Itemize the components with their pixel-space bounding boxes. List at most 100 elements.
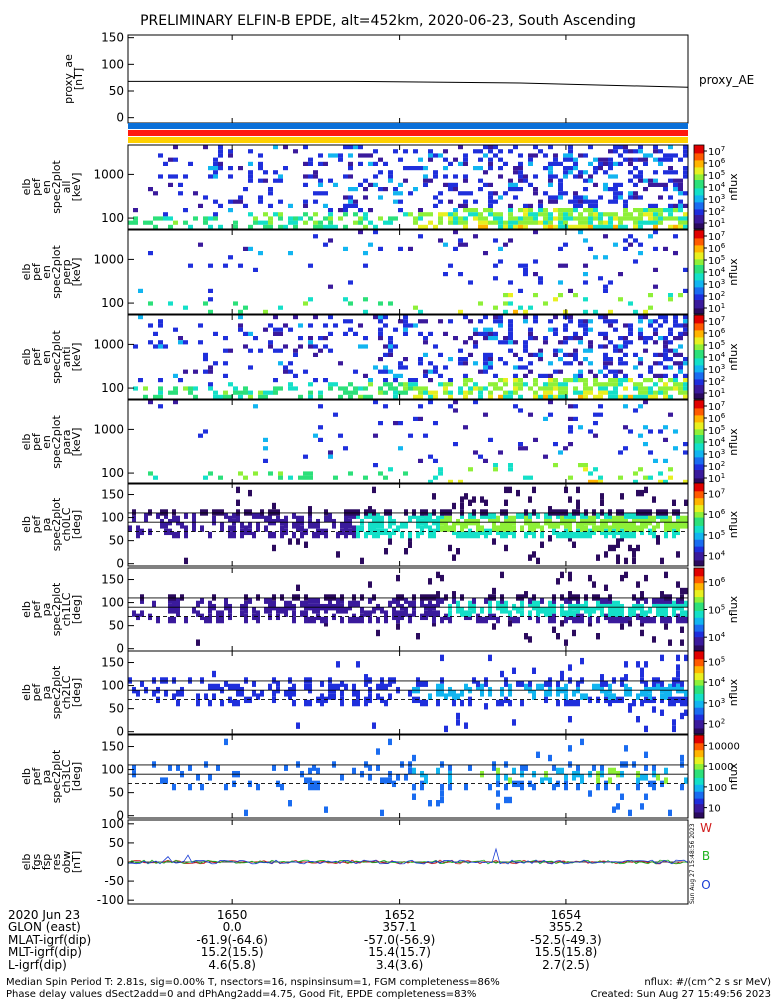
energy-panel-1-cell [388, 216, 393, 221]
pa-panel-2-cell [244, 616, 248, 624]
pa-panel-4-cell [568, 745, 572, 752]
energy-panel-3-cell [578, 369, 583, 374]
energy-panel-1-cell [213, 212, 218, 217]
energy-panel-2-cell [568, 288, 573, 293]
pa-panel-3-colorbar-band [694, 684, 704, 687]
energy-panel-4-cell [348, 471, 353, 476]
energy-panel-4-colorbar-band [694, 429, 704, 432]
energy-panel-3-cell [378, 369, 383, 374]
energy-panel-3-cell [618, 382, 623, 387]
pa-panel-1-cell [512, 515, 516, 523]
energy-panel-4-cell [618, 475, 623, 480]
energy-panel-4-cell [453, 400, 458, 405]
pa-panel-2-cell [360, 616, 364, 624]
proxy-ae-legend: proxy_AE [699, 73, 754, 87]
energy-panel-2-colorbar-band [694, 251, 704, 253]
energy-panel-3-cell [668, 348, 673, 353]
pa-panel-2-cell [328, 594, 332, 601]
energy-panel-1-cell [428, 212, 433, 217]
pa-panel-1-cell [256, 512, 260, 519]
energy-panel-3-cell [223, 348, 228, 353]
pa-panel-3-cell [684, 699, 688, 707]
pa-panel-4-colorbar-band [694, 791, 704, 794]
energy-panel-3-cell [498, 378, 503, 383]
energy-panel-1-cell [633, 224, 638, 229]
energy-panel-3-cell [668, 340, 673, 345]
energy-panel-4-colorbar-band [694, 460, 704, 463]
energy-panel-3-cell [403, 323, 408, 328]
energy-panel-3-cell [678, 390, 683, 395]
energy-panel-3-cell [618, 344, 623, 349]
pa-panel-2-cell [504, 607, 508, 614]
pa-panel-2-cell [480, 616, 484, 624]
energy-panel-3-cell [578, 323, 583, 328]
energy-panel-1-cell [658, 149, 663, 154]
pa-panel-2-colorbar-band [694, 635, 704, 638]
energy-panel-1-cell [588, 216, 593, 221]
energy-panel-2-cell [243, 246, 248, 251]
energy-panel-1-colorbar-ticklabel: 103 [708, 193, 725, 206]
energy-panel-3-cell [483, 352, 488, 357]
energy-panel-4-colorbar-band [694, 415, 704, 418]
energy-panel-1-cell [478, 224, 483, 229]
energy-panel-3-cell [658, 373, 663, 378]
energy-panel-1-cell [358, 161, 363, 166]
pa-panel-2-cell [620, 607, 624, 614]
energy-panel-1-cell [678, 224, 683, 229]
pa-panel-1-cell [508, 522, 512, 529]
energy-panel-4-cell [668, 412, 673, 417]
energy-panel-1-cell [493, 199, 498, 204]
energy-panel-3-cell [648, 394, 653, 399]
energy-panel-1-cell [213, 161, 218, 166]
energy-panel-1-cell [488, 145, 493, 150]
energy-panel-3-cell [583, 378, 588, 383]
pa-panel-1-cell [236, 509, 240, 516]
pa-panel-2-cell [684, 610, 688, 617]
pa-panel-2-cell [604, 600, 608, 608]
pa-panel-2-cell [568, 597, 572, 604]
energy-panel-4-cell [448, 404, 453, 409]
energy-panel-4-cell [433, 475, 438, 480]
pa-panel-2-cell [548, 610, 552, 617]
pa-panel-2-cell [456, 607, 460, 614]
energy-panel-1-cell [333, 224, 338, 229]
energy-panel-1-cell [643, 157, 648, 162]
energy-panel-1-cell [543, 220, 548, 225]
pa-panel-1-cell [620, 493, 624, 500]
energy-panel-3-cell [558, 394, 563, 399]
pa-panel-2-cell [276, 607, 280, 614]
energy-panel-1-cell [678, 187, 683, 192]
energy-panel-4-colorbar-band [694, 419, 704, 422]
pa-panel-3-cell [636, 716, 640, 723]
energy-panel-3-cell [658, 390, 663, 395]
energy-panel-3-cell [633, 386, 638, 391]
energy-panel-1-cell [613, 149, 618, 154]
pa-panel-1-cell [580, 512, 584, 519]
pa-panel-1-cell [412, 509, 416, 516]
energy-panel-3-cell [673, 386, 678, 391]
energy-panel-3-cell [418, 357, 423, 362]
pa-panel-3-cell [644, 725, 648, 733]
energy-panel-1-cell [333, 182, 338, 187]
pa-panel-2-cell [504, 600, 508, 608]
energy-panel-2-colorbar-band [694, 273, 704, 276]
energy-panel-2-colorbar-band [694, 260, 704, 263]
energy-panel-3-cell [208, 382, 213, 387]
energy-panel-1-cell [343, 145, 348, 150]
pa-panel-1-cell [588, 515, 592, 523]
pa-panel-1-cell [496, 515, 500, 523]
energy-panel-2-colorbar-ticklabel: 101 [708, 302, 725, 315]
pa-panel-1-cell [432, 493, 436, 500]
pa-panel-2-cell [304, 616, 308, 624]
proxy-ae-ylabel-line: proxy_ae [62, 54, 75, 104]
energy-panel-3-cell [683, 382, 688, 387]
energy-panel-3-cell [638, 357, 643, 362]
pa-panel-2-cell [660, 600, 664, 608]
energy-panel-1-colorbar-band [694, 154, 704, 157]
energy-panel-3-cell [498, 394, 503, 399]
energy-panel-1-cell [578, 203, 583, 208]
energy-panel-3-colorbar-band [694, 364, 704, 366]
energy-panel-1-cell [568, 212, 573, 217]
energy-panel-3-cell [393, 390, 398, 395]
pa-panel-1-cell [244, 528, 248, 536]
